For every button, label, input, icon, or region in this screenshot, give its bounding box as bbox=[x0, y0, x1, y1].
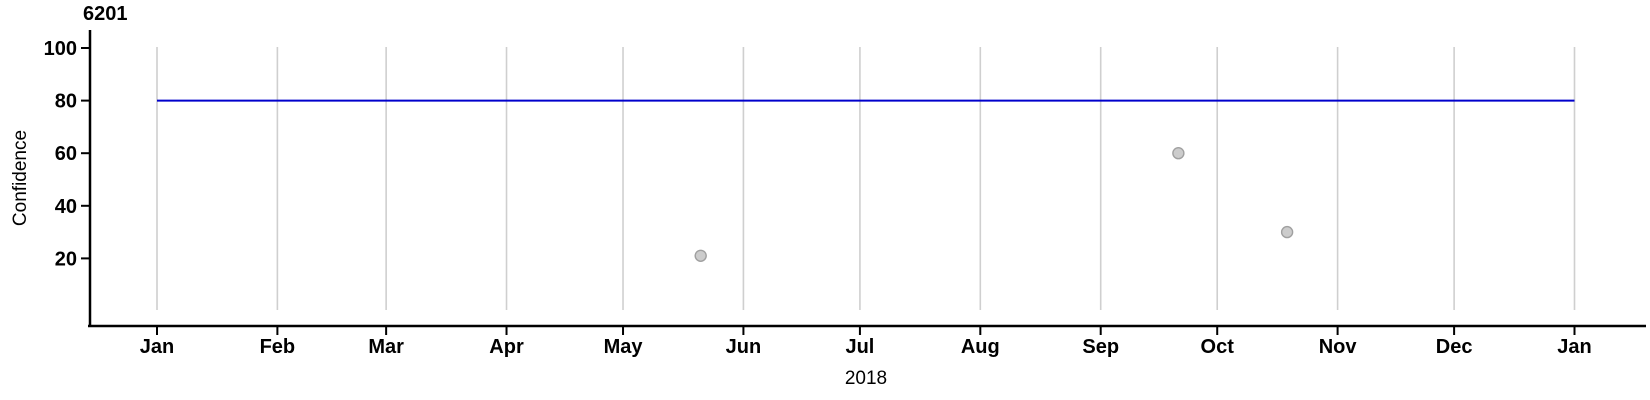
y-tick-label: 60 bbox=[55, 143, 77, 165]
x-tick-label: Oct bbox=[1201, 336, 1235, 358]
x-tick-label: Feb bbox=[260, 336, 296, 358]
x-tick-label: Aug bbox=[961, 336, 1000, 358]
y-tick-label: 80 bbox=[55, 91, 77, 113]
y-tick-label: 100 bbox=[44, 38, 77, 60]
x-tick-label: Jun bbox=[726, 336, 762, 358]
y-tick-label: 20 bbox=[55, 248, 77, 270]
x-tick-label: Dec bbox=[1436, 336, 1473, 358]
x-tick-label: Sep bbox=[1082, 336, 1119, 358]
chart-title: 6201 bbox=[83, 3, 128, 25]
x-tick-label: Jan bbox=[140, 336, 174, 358]
y-tick-label: 40 bbox=[55, 196, 77, 218]
x-tick-label: Jan bbox=[1557, 336, 1591, 358]
data-point bbox=[694, 249, 707, 262]
x-tick-label: Mar bbox=[368, 336, 404, 358]
data-point bbox=[1280, 225, 1294, 239]
x-tick-label: May bbox=[604, 336, 644, 358]
x-tick-label: Nov bbox=[1319, 336, 1358, 358]
data-point bbox=[1172, 146, 1185, 160]
x-tick-label: Jul bbox=[845, 336, 874, 358]
x-axis-label: 2018 bbox=[844, 368, 888, 389]
x-tick-label: Apr bbox=[489, 336, 524, 358]
